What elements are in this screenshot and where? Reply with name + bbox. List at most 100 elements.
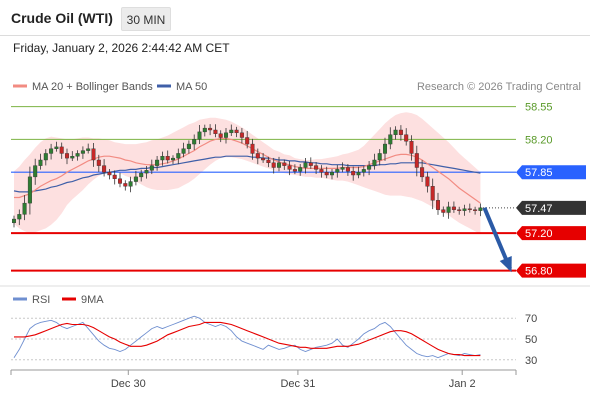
candle xyxy=(43,149,48,166)
last-price-tag xyxy=(516,200,586,215)
candle xyxy=(22,195,27,221)
candle xyxy=(340,162,345,173)
candle xyxy=(223,127,228,144)
candle xyxy=(170,155,175,165)
candle xyxy=(218,130,223,143)
timestamp: Friday, January 2, 2026 2:44:42 AM CET xyxy=(13,41,230,55)
candle xyxy=(335,165,340,178)
candle xyxy=(239,127,244,144)
candle xyxy=(102,159,107,177)
candle xyxy=(165,150,170,164)
candles xyxy=(11,124,483,228)
candle xyxy=(271,157,276,174)
candle xyxy=(11,215,16,228)
candle xyxy=(234,126,239,138)
candle xyxy=(398,125,403,141)
candle xyxy=(277,156,282,172)
candle xyxy=(117,172,122,188)
candle xyxy=(261,152,266,163)
x-axis: Dec 30 Dec 31 Jan 2 xyxy=(10,370,517,390)
candle xyxy=(409,135,414,161)
candle xyxy=(107,169,112,180)
forecast-arrow xyxy=(482,207,512,273)
candle xyxy=(388,127,393,150)
last-price-label: 57.47 xyxy=(525,203,553,215)
pivot-price-tag xyxy=(516,165,586,180)
candle xyxy=(245,130,250,149)
price-pane: 58.55 58.20 57.85 57.47 57.20 56.80 xyxy=(11,102,586,278)
candle xyxy=(80,146,85,159)
candle xyxy=(266,156,271,168)
candle xyxy=(64,148,69,165)
instrument-title: Crude Oil (WTI) xyxy=(11,10,113,26)
candle xyxy=(367,161,372,176)
candle xyxy=(112,170,117,185)
candle xyxy=(441,206,446,217)
candle xyxy=(160,151,165,166)
candle xyxy=(451,201,456,213)
candle xyxy=(123,180,128,191)
candle xyxy=(155,155,160,171)
candle xyxy=(446,201,451,219)
support-price-tag-5 xyxy=(516,263,586,278)
rsi-tick-label-30: 30 xyxy=(525,355,537,367)
x-tick-label: Dec 31 xyxy=(280,378,315,390)
candle xyxy=(59,142,64,159)
ma50-line xyxy=(13,155,481,193)
research-credit: Research © 2026 Trading Central xyxy=(417,81,581,93)
candle xyxy=(292,164,297,175)
candle xyxy=(181,142,186,158)
candle xyxy=(250,138,255,160)
header-bar: Crude Oil (WTI) 30 MIN xyxy=(0,0,590,36)
candle xyxy=(430,178,435,210)
candle xyxy=(70,151,75,162)
candle xyxy=(361,166,366,177)
candle xyxy=(478,203,483,217)
candle xyxy=(473,206,478,215)
support-label-4: 57.20 xyxy=(525,228,553,240)
key-levels xyxy=(11,106,516,272)
candle xyxy=(282,159,287,170)
candle xyxy=(383,137,388,161)
timeframe-button[interactable]: 30 MIN xyxy=(121,7,171,31)
candle xyxy=(17,209,22,226)
rsi-legend-label: RSI xyxy=(32,294,50,306)
candle xyxy=(229,124,234,136)
candle xyxy=(176,148,181,165)
candle xyxy=(457,206,462,215)
candle xyxy=(324,166,329,179)
candle xyxy=(149,159,154,175)
ma50-legend-label: MA 50 xyxy=(176,81,207,93)
candle xyxy=(27,166,32,215)
candle xyxy=(330,169,335,180)
candle xyxy=(319,165,324,178)
ma20-legend-label: MA 20 + Bollinger Bands xyxy=(32,81,153,93)
candle xyxy=(372,153,377,170)
candle xyxy=(404,128,409,146)
candle xyxy=(345,164,350,176)
level-labels: 58.55 58.20 57.85 57.47 57.20 56.80 xyxy=(516,102,586,278)
candle xyxy=(436,192,441,215)
rsi-tick-label-70: 70 xyxy=(525,313,537,325)
candle xyxy=(303,157,308,174)
candle xyxy=(420,160,425,183)
pivot-label: 57.85 xyxy=(525,167,553,179)
candle xyxy=(287,161,292,176)
candle xyxy=(49,143,54,160)
candle xyxy=(38,153,43,170)
candle xyxy=(86,143,91,154)
rsi-pane: 70 50 30 xyxy=(11,313,537,367)
price-legend: MA 20 + Bollinger Bands MA 50 Research ©… xyxy=(13,81,581,93)
candle xyxy=(393,126,398,140)
forecast-arrow-head xyxy=(499,255,512,273)
candle xyxy=(255,148,260,165)
candle xyxy=(75,150,80,161)
candle xyxy=(356,166,361,179)
candle xyxy=(192,134,197,151)
rsi-line xyxy=(13,315,481,359)
candle xyxy=(298,164,303,176)
candle xyxy=(54,141,59,152)
candle xyxy=(139,169,144,182)
candle xyxy=(186,140,191,154)
